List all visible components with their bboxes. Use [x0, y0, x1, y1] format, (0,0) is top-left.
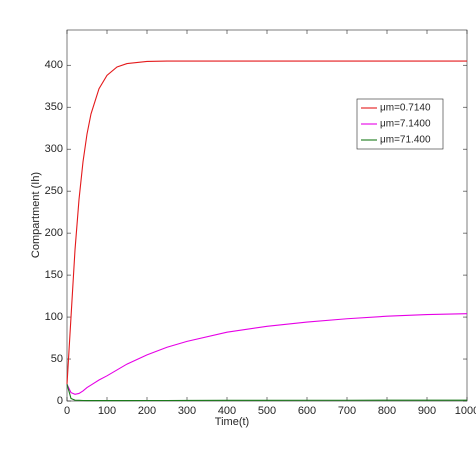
plot-area	[66, 29, 468, 402]
legend-label: μm=71.400	[380, 135, 431, 146]
x-tick-label: 400	[218, 405, 236, 417]
x-tick-label: 500	[258, 405, 276, 417]
series-line	[66, 384, 467, 402]
y-tick-label: 0	[57, 395, 63, 407]
legend-label: μm=0.7140	[380, 103, 431, 114]
x-axis-label: Time(t)	[215, 416, 249, 428]
y-axis-label: Compartment (Ih)	[30, 172, 42, 258]
x-tick-label: 800	[378, 405, 396, 417]
y-tick-label: 300	[45, 143, 63, 155]
y-tick-label: 400	[45, 59, 63, 71]
legend-label: μm=7.1400	[380, 119, 431, 130]
y-tick-label: 350	[45, 101, 63, 113]
x-tick-label: 200	[138, 405, 156, 417]
series-line	[66, 60, 467, 385]
y-tick-label: 150	[45, 269, 63, 281]
y-tick-label: 200	[45, 227, 63, 239]
x-tick-label: 600	[298, 405, 316, 417]
y-tick-label: 250	[45, 185, 63, 197]
y-tick-label: 50	[51, 353, 63, 365]
x-tick-label: 700	[338, 405, 356, 417]
x-tick-label: 300	[178, 405, 196, 417]
x-tick-label: 900	[418, 405, 436, 417]
x-tick-label: 0	[64, 405, 70, 417]
y-tick-label: 100	[45, 311, 63, 323]
series-line	[66, 313, 468, 395]
x-tick-label: 100	[98, 405, 116, 417]
